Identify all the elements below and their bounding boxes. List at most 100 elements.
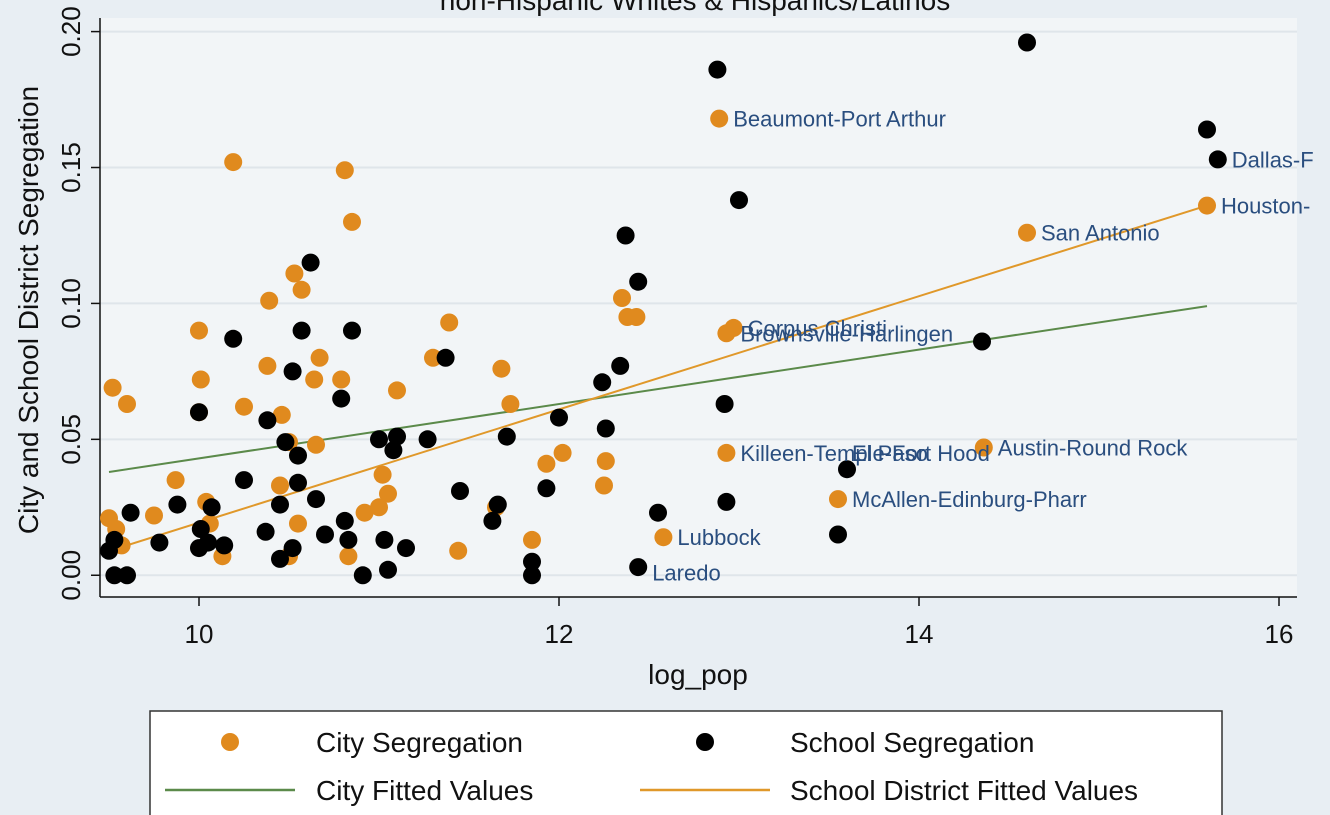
city-segregation-point: [285, 264, 304, 283]
x-tick-label: 14: [905, 619, 934, 649]
school-segregation-point: [168, 495, 187, 514]
city-segregation-point: [596, 452, 615, 471]
plot-area: [100, 18, 1297, 597]
city-segregation-point: [1198, 196, 1216, 215]
point-label: Beaumont-Port Arthur: [733, 107, 946, 132]
y-tick-label: 0.05: [56, 414, 86, 465]
city-segregation-point: [355, 503, 374, 522]
city-segregation-point: [307, 435, 325, 454]
school-segregation-point: [190, 403, 208, 422]
city-segregation-point: [613, 289, 631, 307]
legend-box: [149, 710, 1223, 815]
school-segregation-point: [307, 490, 325, 509]
school-segregation-point: [715, 395, 734, 413]
city-segregation-point: [118, 395, 136, 413]
city-segregation-point: [370, 498, 388, 517]
school-segregation-point: [332, 389, 351, 408]
city-segregation-point: [492, 359, 511, 378]
school-segregation-point: [397, 539, 415, 558]
city-segregation-point: [235, 397, 253, 416]
school-segregation-point: [289, 446, 307, 465]
school-segregation-point: [370, 430, 388, 449]
city-segregation-point: [343, 212, 361, 231]
school-segregation-point: [418, 430, 437, 449]
legend-marker: [221, 733, 239, 751]
school-segregation-point: [1198, 120, 1216, 139]
school-segregation-point: [379, 560, 397, 579]
school-segregation-point: [436, 348, 455, 367]
plot-background: [100, 18, 1297, 597]
data-points: [100, 33, 1227, 585]
school-segregation-point: [353, 566, 372, 585]
school-segregation-point: [488, 495, 507, 514]
school-segregation-point: [497, 427, 516, 446]
school-segregation-point: [121, 503, 140, 522]
city-segregation-point: [654, 528, 673, 547]
school-segregation-point: [593, 373, 612, 392]
school-segregation-point: [118, 566, 136, 585]
school-segregation-point: [191, 520, 210, 538]
city-segregation-point: [724, 318, 743, 337]
school-segregation-point: [730, 191, 748, 210]
city-segregation-point: [627, 308, 646, 326]
point-label: Brownsville-Harlingen: [740, 321, 953, 346]
city-segregation-point: [335, 161, 354, 180]
school-segregation-point: [283, 362, 302, 381]
legend-label: School Segregation: [790, 727, 1034, 758]
school-segregation-point: [224, 329, 243, 348]
city-segregation-point: [1018, 223, 1036, 242]
school-segregation-point: [271, 549, 289, 568]
city-segregation-point: [145, 506, 163, 525]
school-segregation-point: [616, 226, 635, 245]
x-tick-label: 16: [1265, 619, 1294, 649]
school-segregation-point: [451, 482, 469, 500]
school-segregation-point: [829, 525, 847, 544]
school-segregation-point: [215, 536, 234, 555]
school-segregation-point: [289, 473, 307, 492]
school-segregation-point: [301, 253, 320, 272]
school-segregation-point: [292, 321, 311, 340]
city-segregation-point: [388, 381, 406, 400]
city-segregation-point: [289, 514, 307, 533]
y-tick-label: 0.00: [56, 550, 86, 601]
city-segregation-point: [292, 280, 311, 299]
school-segregation-point: [384, 441, 403, 460]
school-segregation-point: [150, 533, 169, 552]
y-tick-label: 0.15: [56, 142, 86, 193]
school-segregation-point: [838, 460, 856, 479]
city-segregation-point: [440, 313, 459, 332]
chart-title: non-Hispanic Whites & Hispanics/Latinos: [440, 0, 950, 16]
school-segregation-point: [388, 427, 406, 446]
school-segregation-point: [343, 321, 361, 340]
city-segregation-point: [717, 443, 736, 462]
x-axis-title: log_pop: [648, 659, 748, 690]
city-segregation-point: [595, 476, 613, 495]
school-segregation-point: [550, 408, 568, 427]
grid-lines: [100, 30, 1297, 577]
city-segregation-point: [103, 378, 122, 397]
school-segregation-point: [258, 411, 277, 430]
y-tick-label: 0.10: [56, 278, 86, 329]
y-tick-label: 0.20: [56, 6, 86, 57]
school-segregation-point: [717, 492, 736, 511]
school-segregation-point: [973, 332, 991, 351]
point-label: El Paso: [852, 441, 928, 466]
point-label: Killeen-Temple-Fort Hood: [740, 441, 989, 466]
city-segregation-point: [190, 321, 208, 340]
city-segregation-point: [305, 370, 324, 389]
school-segregation-point: [537, 479, 556, 498]
city-segregation-point: [258, 356, 277, 375]
point-label: Laredo: [652, 561, 721, 586]
school-segregation-point: [708, 60, 727, 79]
point-label: Corpus Christi: [748, 316, 887, 341]
city-segregation-point: [424, 348, 442, 367]
city-segregation-point: [501, 395, 520, 413]
school-segregation-point: [235, 471, 253, 490]
school-segregation-point: [271, 495, 289, 514]
school-segregation-point: [283, 539, 302, 558]
city-segregation-point: [537, 454, 556, 473]
legend: City Segregation School Segregation City F…: [149, 710, 1223, 815]
school-segregation-point: [105, 530, 124, 549]
city-segregation-point: [271, 476, 289, 495]
